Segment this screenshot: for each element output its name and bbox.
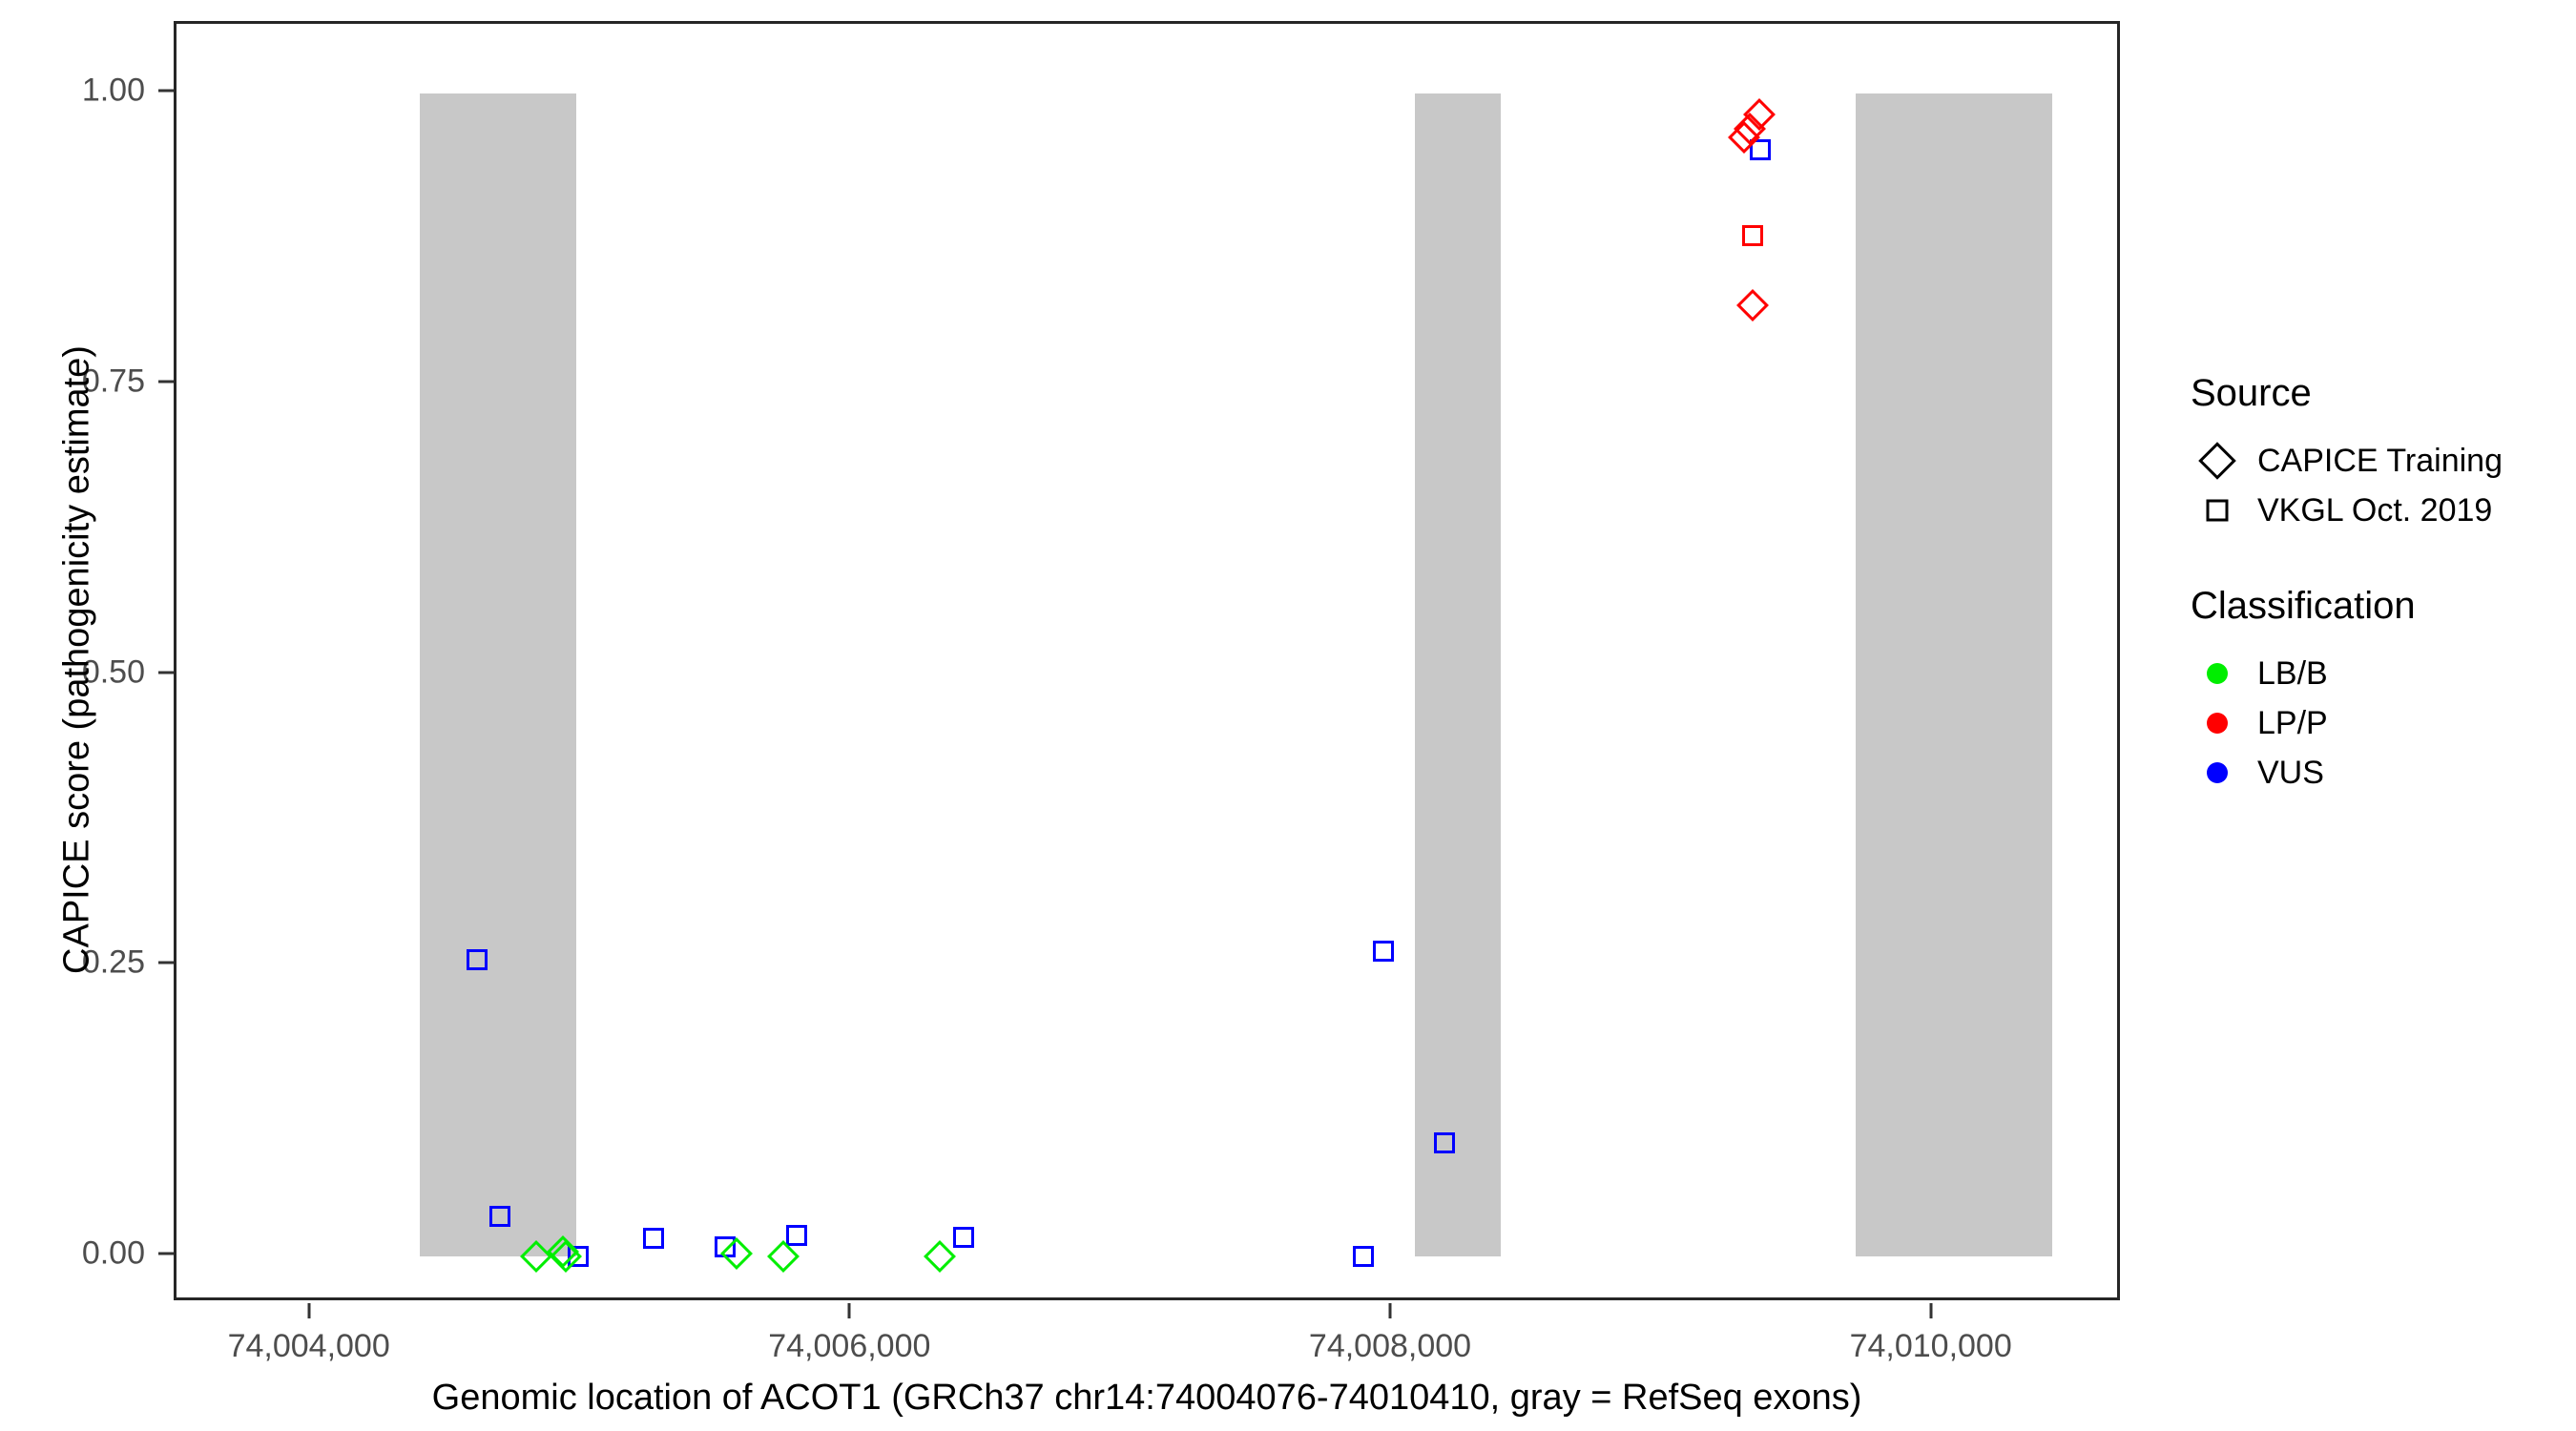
data-point-square xyxy=(786,1225,808,1247)
x-axis-title: Genomic location of ACOT1 (GRCh37 chr14:… xyxy=(431,1378,1862,1418)
x-tick-label: 74,010,000 xyxy=(1849,1328,2012,1364)
legend-item[interactable]: VKGL Oct. 2019 xyxy=(2191,486,2572,535)
dot-icon-glyph xyxy=(2207,663,2228,684)
legend-item-label: LB/B xyxy=(2257,654,2328,692)
y-tick-mark xyxy=(158,1252,174,1255)
legend-item-label: VKGL Oct. 2019 xyxy=(2257,491,2493,529)
data-point-square xyxy=(715,1236,737,1258)
y-tick-label: 0.50 xyxy=(81,653,145,691)
y-tick-label: 1.00 xyxy=(81,72,145,109)
data-point-square xyxy=(567,1246,589,1268)
x-tick-mark xyxy=(1929,1303,1933,1318)
legend-item[interactable]: LP/P xyxy=(2191,698,2572,748)
data-point-square xyxy=(488,1205,510,1227)
square-outline-icon xyxy=(2191,486,2244,535)
x-tick-label: 74,004,000 xyxy=(227,1328,390,1364)
y-tick-label: 0.75 xyxy=(81,363,145,400)
x-tick-mark xyxy=(847,1303,851,1318)
legend-item-label: VUS xyxy=(2257,754,2324,791)
dot-icon-glyph xyxy=(2207,713,2228,734)
data-point-square xyxy=(1750,138,1772,160)
exon-band xyxy=(420,93,577,1257)
data-point-square xyxy=(952,1226,974,1248)
y-axis: 0.00 0.25 0.50 0.75 1.00 xyxy=(0,0,174,1431)
x-tick-mark xyxy=(1388,1303,1392,1318)
legend-item[interactable]: LB/B xyxy=(2191,649,2572,698)
y-tick-mark xyxy=(158,961,174,964)
plot-panel xyxy=(174,21,2120,1300)
dot-icon xyxy=(2191,698,2244,748)
legend-group: Classification LB/B LP/P VUS xyxy=(2191,585,2572,798)
legend-item-label: CAPICE Training xyxy=(2257,442,2503,479)
exon-band xyxy=(1414,93,1502,1257)
diamond-outline-icon-glyph xyxy=(2198,442,2236,480)
legend-group-title: Classification xyxy=(2191,585,2416,627)
y-tick-mark xyxy=(158,671,174,674)
exon-band xyxy=(1855,93,2053,1257)
diamond-outline-icon xyxy=(2191,436,2244,486)
dot-icon-glyph xyxy=(2207,762,2228,783)
legend-item-label: LP/P xyxy=(2257,704,2328,741)
data-point-square xyxy=(1433,1131,1455,1153)
data-point-square xyxy=(1352,1246,1374,1268)
dot-icon xyxy=(2191,748,2244,798)
x-tick-label: 74,006,000 xyxy=(768,1328,931,1364)
legend: Source CAPICE Training VKGL Oct. 2019 Class… xyxy=(2191,372,2572,847)
x-tick-label: 74,008,000 xyxy=(1308,1328,1472,1364)
data-point-square xyxy=(643,1227,665,1249)
legend-item[interactable]: VUS xyxy=(2191,748,2572,798)
data-point-square xyxy=(1373,940,1395,962)
square-outline-icon-glyph xyxy=(2206,499,2229,522)
data-point-diamond xyxy=(924,1240,957,1274)
x-tick-mark xyxy=(307,1303,311,1318)
data-point-square xyxy=(1741,224,1763,246)
y-tick-mark xyxy=(158,380,174,384)
data-point-diamond xyxy=(1735,289,1769,321)
legend-item[interactable]: CAPICE Training xyxy=(2191,436,2572,486)
dot-icon xyxy=(2191,649,2244,698)
y-axis-title: CAPICE score (pathogenicity estimate) xyxy=(56,345,97,974)
data-point-square xyxy=(466,949,488,971)
y-tick-label: 0.25 xyxy=(81,944,145,981)
legend-group: Source CAPICE Training VKGL Oct. 2019 xyxy=(2191,372,2572,535)
y-tick-label: 0.00 xyxy=(81,1234,145,1272)
legend-group-title: Source xyxy=(2191,372,2312,414)
y-tick-mark xyxy=(158,89,174,93)
